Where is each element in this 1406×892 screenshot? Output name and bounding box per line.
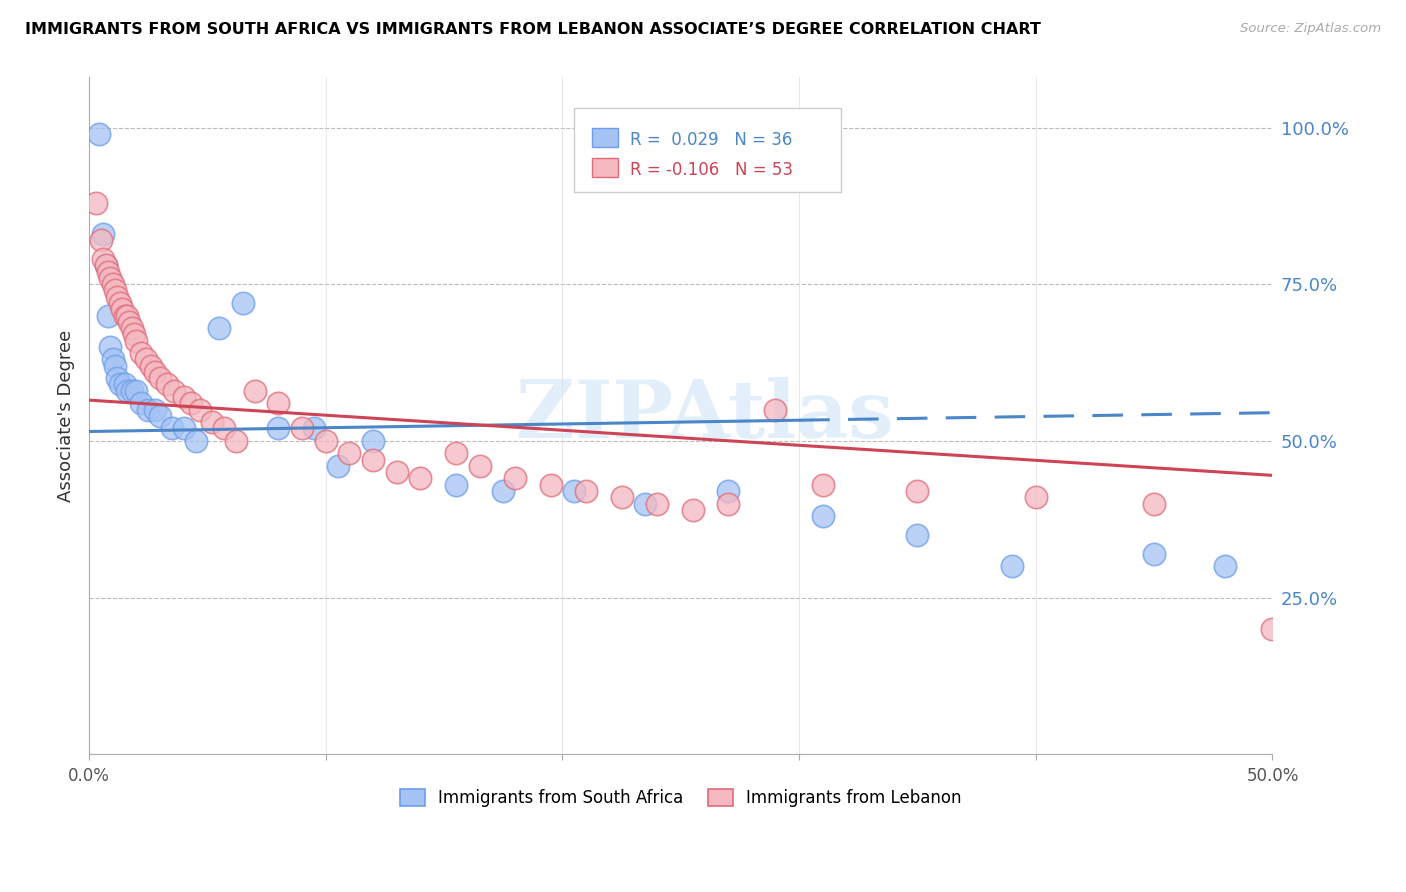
Point xyxy=(107,371,129,385)
FancyBboxPatch shape xyxy=(574,108,841,193)
Point xyxy=(104,359,127,373)
Point xyxy=(302,421,325,435)
Point xyxy=(87,127,110,141)
Point xyxy=(385,465,408,479)
Point xyxy=(1213,559,1236,574)
Point xyxy=(91,252,114,267)
Point xyxy=(107,290,129,304)
Point xyxy=(101,352,124,367)
Point xyxy=(108,377,131,392)
Point xyxy=(114,309,136,323)
Point xyxy=(101,277,124,292)
Point xyxy=(339,446,361,460)
Point xyxy=(104,284,127,298)
Point xyxy=(208,321,231,335)
Legend: Immigrants from South Africa, Immigrants from Lebanon: Immigrants from South Africa, Immigrants… xyxy=(392,782,969,814)
Point xyxy=(136,402,159,417)
Point xyxy=(634,497,657,511)
Point xyxy=(562,483,585,498)
Point xyxy=(225,434,247,448)
Text: R =  0.029   N = 36: R = 0.029 N = 36 xyxy=(630,131,792,149)
Point xyxy=(682,503,704,517)
Point xyxy=(765,402,787,417)
Point xyxy=(315,434,337,448)
Point xyxy=(811,477,834,491)
Point xyxy=(188,402,211,417)
Point xyxy=(184,434,207,448)
Point xyxy=(90,233,112,247)
Point xyxy=(361,452,384,467)
Point xyxy=(143,402,166,417)
Point xyxy=(180,396,202,410)
Point xyxy=(118,315,141,329)
FancyBboxPatch shape xyxy=(592,128,619,147)
Point xyxy=(907,483,929,498)
Point xyxy=(94,259,117,273)
Point xyxy=(610,490,633,504)
Point xyxy=(243,384,266,398)
Point xyxy=(212,421,235,435)
Point xyxy=(129,396,152,410)
Point xyxy=(717,483,740,498)
Point xyxy=(468,458,491,473)
Point xyxy=(575,483,598,498)
Point xyxy=(135,352,157,367)
Point xyxy=(717,497,740,511)
Point xyxy=(97,265,120,279)
Point xyxy=(139,359,162,373)
Point xyxy=(121,321,143,335)
Y-axis label: Associate's Degree: Associate's Degree xyxy=(58,330,75,502)
Point xyxy=(291,421,314,435)
Point xyxy=(121,384,143,398)
Point xyxy=(173,390,195,404)
Point xyxy=(115,309,138,323)
Point xyxy=(1025,490,1047,504)
Point xyxy=(503,471,526,485)
Point xyxy=(173,421,195,435)
Point xyxy=(98,271,121,285)
Point xyxy=(160,421,183,435)
Point xyxy=(149,371,172,385)
Point xyxy=(143,365,166,379)
Point xyxy=(444,446,467,460)
Point xyxy=(97,309,120,323)
Point xyxy=(94,259,117,273)
Point xyxy=(361,434,384,448)
Point xyxy=(409,471,432,485)
Point xyxy=(907,528,929,542)
Point xyxy=(1261,622,1284,636)
FancyBboxPatch shape xyxy=(592,158,619,177)
Point xyxy=(1143,547,1166,561)
Point xyxy=(91,227,114,241)
Point xyxy=(111,302,134,317)
Point xyxy=(84,195,107,210)
Point xyxy=(163,384,186,398)
Text: R = -0.106   N = 53: R = -0.106 N = 53 xyxy=(630,161,793,179)
Point xyxy=(267,421,290,435)
Text: Source: ZipAtlas.com: Source: ZipAtlas.com xyxy=(1240,22,1381,36)
Point xyxy=(114,377,136,392)
Point xyxy=(326,458,349,473)
Point xyxy=(115,384,138,398)
Point xyxy=(122,327,145,342)
Point xyxy=(492,483,515,498)
Point xyxy=(1143,497,1166,511)
Point xyxy=(267,396,290,410)
Text: ZIPAtlas: ZIPAtlas xyxy=(516,376,893,455)
Point xyxy=(201,415,224,429)
Text: IMMIGRANTS FROM SOUTH AFRICA VS IMMIGRANTS FROM LEBANON ASSOCIATE’S DEGREE CORRE: IMMIGRANTS FROM SOUTH AFRICA VS IMMIGRAN… xyxy=(25,22,1042,37)
Point xyxy=(98,340,121,354)
Point xyxy=(540,477,562,491)
Point xyxy=(125,384,148,398)
Point xyxy=(232,296,254,310)
Point xyxy=(149,409,172,423)
Point xyxy=(125,334,148,348)
Point xyxy=(129,346,152,360)
Point xyxy=(1001,559,1024,574)
Point xyxy=(645,497,668,511)
Point xyxy=(156,377,179,392)
Point xyxy=(444,477,467,491)
Point xyxy=(811,509,834,524)
Point xyxy=(108,296,131,310)
